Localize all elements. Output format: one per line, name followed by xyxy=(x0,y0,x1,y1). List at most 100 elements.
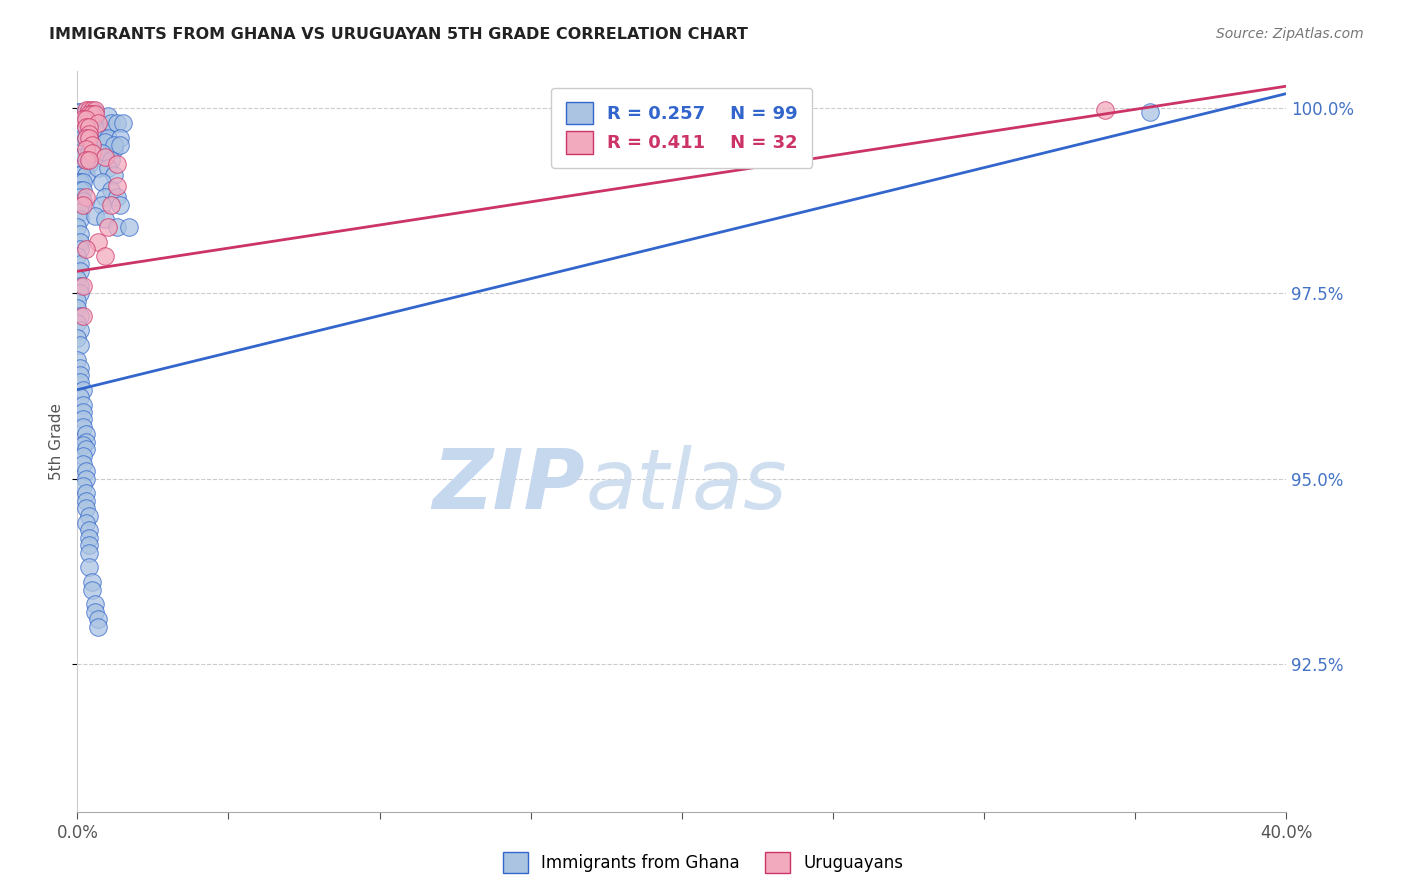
Point xyxy=(66,175,89,189)
Point xyxy=(82,138,104,153)
Legend: Immigrants from Ghana, Uruguayans: Immigrants from Ghana, Uruguayans xyxy=(496,846,910,880)
Point xyxy=(93,149,115,163)
Point xyxy=(72,309,94,323)
Point xyxy=(75,486,97,500)
Point xyxy=(87,612,110,626)
Point xyxy=(75,112,97,127)
Point xyxy=(79,109,101,123)
Point xyxy=(69,212,91,227)
Point xyxy=(90,145,112,160)
Point xyxy=(96,161,118,175)
Point xyxy=(79,128,101,142)
Point xyxy=(72,183,94,197)
Text: ZIP: ZIP xyxy=(433,445,585,526)
Point xyxy=(100,153,122,168)
Point xyxy=(79,120,101,134)
Point xyxy=(75,142,97,156)
Point xyxy=(108,138,131,153)
Point xyxy=(69,168,91,182)
Legend: R = 0.257    N = 99, R = 0.411    N = 32: R = 0.257 N = 99, R = 0.411 N = 32 xyxy=(551,87,813,168)
Point xyxy=(108,131,131,145)
Point xyxy=(84,209,107,223)
Point xyxy=(72,197,94,211)
Point xyxy=(66,249,89,263)
Point xyxy=(82,105,104,120)
Point xyxy=(66,331,89,345)
Point xyxy=(84,105,107,120)
Point xyxy=(69,390,91,404)
Point xyxy=(90,175,112,189)
Point xyxy=(79,103,101,117)
Point xyxy=(87,161,110,175)
Point xyxy=(75,472,97,486)
Point xyxy=(96,109,118,123)
Point xyxy=(79,560,101,574)
Point xyxy=(72,131,94,145)
Point xyxy=(108,197,131,211)
Point xyxy=(82,123,104,137)
Point xyxy=(103,142,125,156)
Point xyxy=(69,360,91,375)
Point xyxy=(84,103,107,117)
Point xyxy=(69,264,91,278)
Point xyxy=(72,279,94,293)
Point xyxy=(79,145,101,160)
Point xyxy=(79,508,101,523)
Point xyxy=(66,316,89,330)
Point xyxy=(79,157,101,171)
Point xyxy=(69,279,91,293)
Point xyxy=(79,106,101,120)
Point xyxy=(87,138,110,153)
Point xyxy=(100,116,122,130)
Point xyxy=(69,205,91,219)
Point xyxy=(1139,105,1161,120)
Text: Source: ZipAtlas.com: Source: ZipAtlas.com xyxy=(1216,27,1364,41)
Point xyxy=(79,546,101,560)
Point xyxy=(93,123,115,137)
Point xyxy=(93,145,115,160)
Point xyxy=(105,190,128,204)
Point xyxy=(90,197,112,211)
Point xyxy=(75,464,97,478)
Point xyxy=(79,153,101,168)
Point xyxy=(100,197,122,211)
Point xyxy=(72,175,94,189)
Point xyxy=(111,116,134,130)
Point xyxy=(66,105,89,120)
Point xyxy=(72,405,94,419)
Point xyxy=(75,516,97,530)
Point xyxy=(84,106,107,120)
Point xyxy=(96,131,118,145)
Point xyxy=(103,138,125,153)
Point xyxy=(82,582,104,597)
Point xyxy=(105,116,128,130)
Point xyxy=(105,157,128,171)
Point xyxy=(87,123,110,137)
Point xyxy=(75,103,97,117)
Point xyxy=(72,397,94,411)
Point xyxy=(84,605,107,619)
Point xyxy=(69,309,91,323)
Point xyxy=(75,153,97,168)
Point xyxy=(75,242,97,256)
Point xyxy=(69,368,91,382)
Y-axis label: 5th Grade: 5th Grade xyxy=(49,403,65,480)
Point xyxy=(75,120,97,134)
Point xyxy=(69,257,91,271)
Point xyxy=(72,438,94,452)
Point xyxy=(72,457,94,471)
Point xyxy=(72,112,94,127)
Point xyxy=(75,168,97,182)
Point xyxy=(69,323,91,337)
Point xyxy=(105,179,128,194)
Point xyxy=(72,419,94,434)
Point xyxy=(75,109,97,123)
Point xyxy=(103,168,125,182)
Point xyxy=(84,598,107,612)
Point xyxy=(79,131,101,145)
Point xyxy=(75,434,97,449)
Point xyxy=(118,219,141,234)
Point xyxy=(93,190,115,204)
Point xyxy=(75,493,97,508)
Text: IMMIGRANTS FROM GHANA VS URUGUAYAN 5TH GRADE CORRELATION CHART: IMMIGRANTS FROM GHANA VS URUGUAYAN 5TH G… xyxy=(49,27,748,42)
